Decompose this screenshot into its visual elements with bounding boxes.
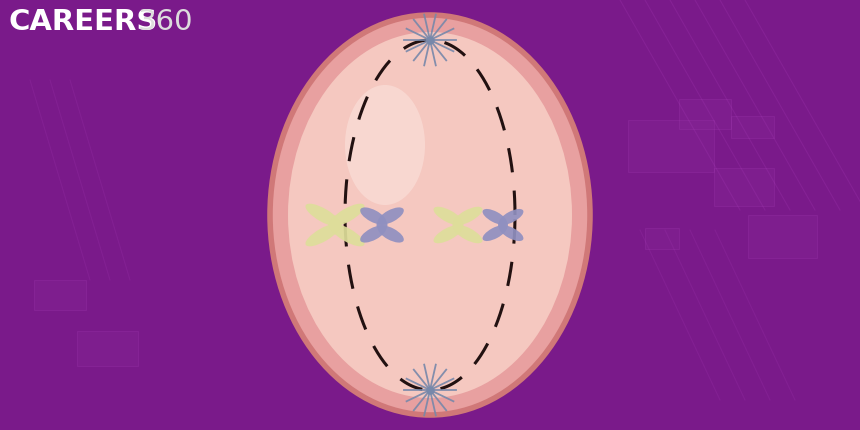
Ellipse shape	[482, 209, 507, 225]
Circle shape	[329, 219, 341, 231]
Circle shape	[498, 220, 508, 230]
Bar	[77, 331, 138, 366]
Bar	[679, 99, 731, 129]
Ellipse shape	[378, 225, 404, 243]
Ellipse shape	[329, 224, 365, 246]
Ellipse shape	[378, 207, 404, 224]
Bar	[731, 116, 774, 138]
Circle shape	[377, 219, 388, 230]
Ellipse shape	[288, 32, 572, 398]
Ellipse shape	[305, 224, 341, 246]
Ellipse shape	[305, 204, 341, 227]
Ellipse shape	[499, 209, 524, 225]
Bar	[34, 280, 86, 310]
Ellipse shape	[270, 15, 590, 415]
Ellipse shape	[453, 207, 482, 225]
Ellipse shape	[499, 225, 524, 241]
Circle shape	[452, 219, 464, 230]
Bar	[748, 215, 817, 258]
Text: 360: 360	[138, 8, 194, 36]
Ellipse shape	[433, 225, 463, 243]
Ellipse shape	[360, 207, 386, 224]
Ellipse shape	[329, 204, 365, 227]
Bar	[714, 168, 774, 206]
Ellipse shape	[360, 225, 386, 243]
Bar	[645, 228, 679, 249]
Ellipse shape	[345, 85, 425, 205]
Ellipse shape	[453, 225, 482, 243]
Text: CAREERS: CAREERS	[8, 8, 157, 36]
Ellipse shape	[482, 225, 507, 241]
Bar	[628, 120, 714, 172]
Ellipse shape	[433, 207, 463, 225]
